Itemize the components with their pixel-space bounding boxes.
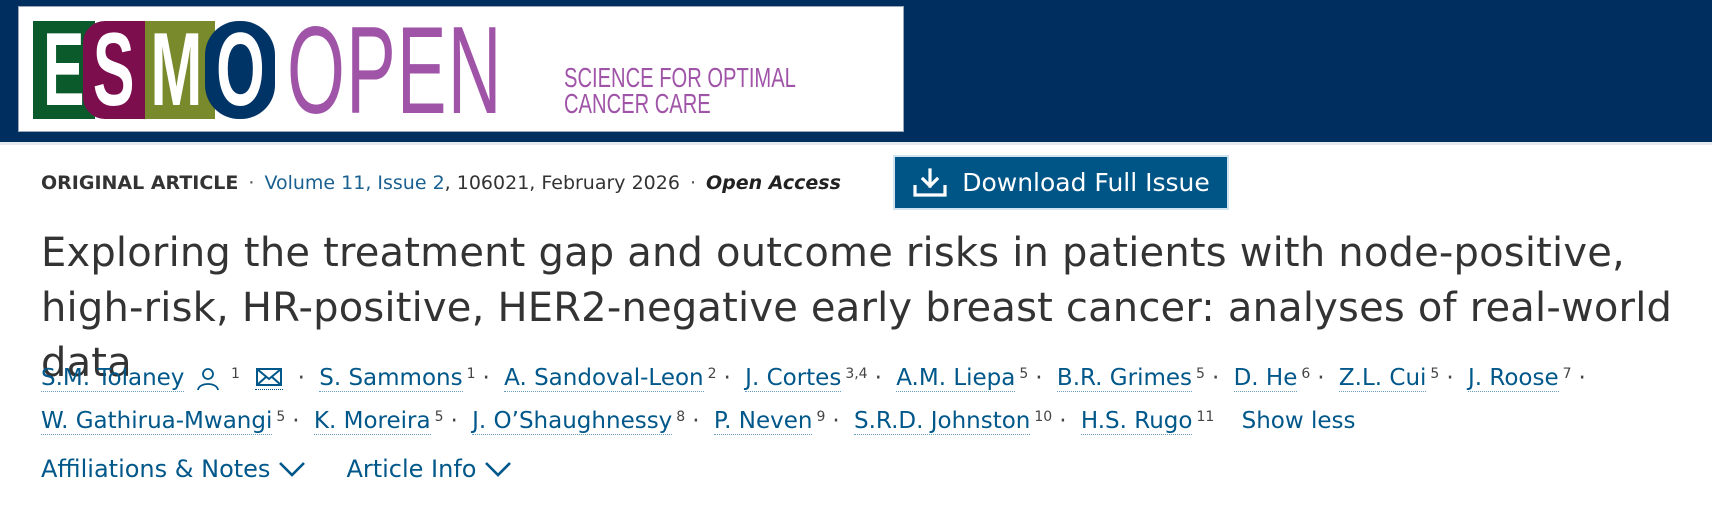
download-full-issue-button[interactable]: Download Full Issue: [893, 155, 1229, 210]
affiliation-number: 9: [816, 409, 826, 425]
separator-dot: ·: [297, 365, 305, 391]
chevron-down-icon: [279, 462, 306, 477]
author: H.S. Rugo 11: [1080, 408, 1215, 435]
chevron-down-icon: [485, 462, 512, 477]
affiliation-number: 5: [1196, 366, 1205, 382]
author: S.R.D. Johnston 10: [854, 408, 1053, 435]
author-link[interactable]: W. Gathirua-Mwangi: [41, 408, 273, 435]
article-type: ORIGINAL ARTICLE: [41, 172, 239, 194]
separator-dot: ·: [1211, 365, 1220, 391]
logo-open-text: OPEN: [287, 2, 503, 140]
separator-dot: ·: [1317, 365, 1325, 391]
author-link[interactable]: B.R. Grimes: [1056, 365, 1193, 392]
separator-dot: ·: [832, 408, 840, 434]
author: J. Roose 7: [1467, 365, 1572, 392]
affiliation-number: 5: [1019, 366, 1029, 382]
logo-letter-o: O: [205, 12, 275, 128]
affiliation-number: 2: [707, 366, 717, 382]
affiliation-number: 11: [1196, 409, 1215, 425]
tagline-line-1: SCIENCE FOR OPTIMAL: [564, 62, 796, 93]
author-link[interactable]: A. Sandoval-Leon: [504, 365, 704, 392]
journal-logo[interactable]: E M S O OPEN SCIENCE FOR OPTIMAL CANCER …: [18, 2, 904, 140]
author: P. Neven 9: [713, 408, 826, 435]
article-detail-tabs: Affiliations & Notes Article Info: [41, 455, 512, 483]
affiliation-number: 6: [1301, 366, 1311, 382]
author-link[interactable]: P. Neven: [713, 408, 813, 435]
author-link[interactable]: J. O’Shaughnessy: [472, 408, 673, 435]
article-meta: ORIGINAL ARTICLE · Volume 11, Issue 2 , …: [41, 172, 841, 194]
tab-label: Article Info: [346, 455, 477, 483]
show-less-toggle[interactable]: Show less: [1241, 408, 1356, 434]
author: Z.L. Cui 5: [1338, 365, 1440, 392]
open-access-label: Open Access: [706, 172, 841, 194]
author: D. He 6: [1233, 365, 1311, 392]
affiliation-number: 8: [676, 409, 686, 425]
logo-tagline: SCIENCE FOR OPTIMAL CANCER CARE: [564, 62, 796, 119]
author-link[interactable]: J. Cortes: [745, 365, 842, 392]
author-link[interactable]: S. Sammons: [319, 365, 463, 392]
author: S.M. Tolaney 1: [41, 365, 291, 392]
affiliation-number: 5: [276, 409, 286, 425]
logo-letter-m: M: [137, 12, 215, 128]
esmo-logo-mark: E M S O: [33, 12, 283, 128]
affiliation-number: 10: [1034, 409, 1053, 425]
separator-dot: ·: [482, 365, 490, 391]
separator-dot: ·: [1446, 365, 1454, 391]
author-link[interactable]: D. He: [1233, 365, 1298, 392]
affiliation-number: 5: [434, 409, 444, 425]
separator-dot: ·: [1035, 365, 1043, 391]
article-number-date: , 106021, February 2026: [444, 172, 680, 194]
author-link[interactable]: K. Moreira: [313, 408, 431, 435]
volume-issue-link[interactable]: Volume 11, Issue 2: [264, 172, 445, 194]
article-title: Exploring the treatment gap and outcome …: [41, 230, 1673, 386]
email-icon[interactable]: [255, 367, 284, 390]
download-icon: [913, 167, 947, 197]
tagline-line-2: CANCER CARE: [564, 88, 711, 119]
tab-article-info[interactable]: Article Info: [346, 455, 512, 483]
author-link[interactable]: A.M. Liepa: [896, 365, 1016, 392]
affiliation-number: 1: [466, 366, 476, 382]
site-header: E M S O OPEN SCIENCE FOR OPTIMAL CANCER …: [0, 0, 1712, 145]
separator-dot: ·: [723, 365, 731, 391]
tab-label: Affiliations & Notes: [41, 455, 271, 483]
author-link[interactable]: S.M. Tolaney: [41, 365, 185, 392]
affiliation-number: 3,4: [845, 366, 868, 382]
author: J. Cortes 3,4: [745, 365, 868, 392]
author: W. Gathirua-Mwangi 5: [41, 408, 286, 435]
author-link[interactable]: J. Roose: [1467, 365, 1559, 392]
affiliation-number: 1: [231, 366, 240, 382]
author-link[interactable]: S.R.D. Johnston: [854, 408, 1031, 435]
separator-dot: ·: [292, 408, 300, 434]
author: J. O’Shaughnessy 8: [472, 408, 686, 435]
separator-dot: ·: [1578, 365, 1586, 391]
separator-dot: ·: [874, 365, 882, 391]
author-link[interactable]: H.S. Rugo: [1080, 408, 1193, 435]
author-link[interactable]: Z.L. Cui: [1338, 365, 1427, 392]
separator-dot: ·: [450, 408, 458, 434]
tab-affiliations-notes[interactable]: Affiliations & Notes: [41, 455, 306, 483]
separator: ·: [248, 172, 255, 194]
person-icon[interactable]: [196, 367, 220, 391]
logo-letter-s: S: [83, 12, 145, 128]
author: A. Sandoval-Leon 2: [504, 365, 717, 392]
separator: ·: [689, 172, 696, 194]
separator-dot: ·: [1059, 408, 1067, 434]
author: S. Sammons 1: [319, 365, 476, 392]
download-button-label: Download Full Issue: [962, 168, 1210, 197]
affiliation-number: 5: [1430, 366, 1440, 382]
author: K. Moreira 5: [313, 408, 444, 435]
separator-dot: ·: [692, 408, 700, 434]
affiliation-number: 7: [1562, 366, 1572, 382]
author: A.M. Liepa 5: [896, 365, 1029, 392]
author-list: S.M. Tolaney 1 · S. Sammons 1 · A. Sandova…: [41, 357, 1681, 443]
author: B.R. Grimes 5: [1056, 365, 1205, 392]
